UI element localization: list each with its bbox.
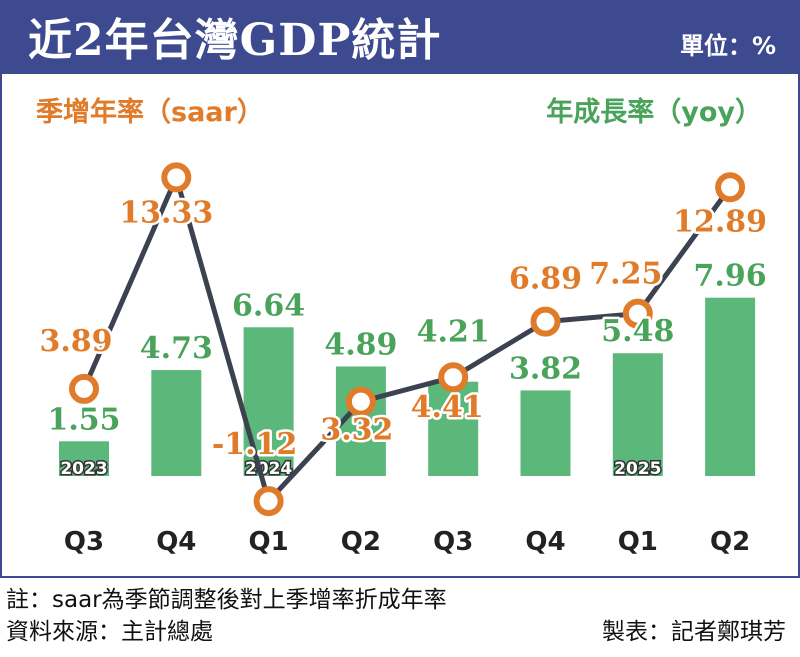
yoy-value-label: 4.89 — [324, 327, 397, 362]
saar-value-label: 12.89 — [673, 204, 767, 239]
saar-point — [438, 362, 469, 393]
saar-line — [81, 174, 733, 504]
saar-point — [161, 162, 192, 193]
category-label: Q3 — [64, 527, 104, 557]
category-label: Q1 — [618, 527, 658, 557]
yoy-value-label: 4.73 — [140, 331, 213, 366]
saar-value-label: 3.89 — [39, 324, 112, 359]
yoy-value-label: 3.82 — [509, 351, 582, 386]
unit-label: 單位：% — [679, 32, 776, 60]
chart-title: 近2年台灣GDP統計 — [28, 15, 442, 66]
legend-saar: 季增年率（saar） — [36, 97, 264, 128]
yoy-bar — [59, 441, 109, 476]
footnote: 註：saar為季節調整後對上季增率折成年率 — [6, 587, 447, 613]
saar-value-label: 3.32 — [320, 413, 393, 448]
saar-point — [69, 373, 99, 404]
yoy-bar — [705, 297, 756, 476]
yoy-value-label: 4.21 — [417, 315, 490, 350]
saar-value-label: 4.41 — [411, 390, 484, 425]
yoy-bar — [428, 381, 479, 476]
source-note: 資料來源：主計總處 — [6, 619, 213, 645]
year-label: 2023 — [60, 459, 107, 479]
saar-value-label: 13.33 — [119, 195, 213, 230]
saar-value-label: 7.25 — [589, 257, 662, 292]
category-label: Q2 — [341, 527, 381, 557]
saar-point — [345, 386, 376, 417]
category-label: Q3 — [433, 527, 473, 557]
category-label: Q4 — [525, 527, 565, 557]
credit-note: 製表：記者鄭琪芳 — [602, 619, 786, 645]
saar-point — [715, 172, 746, 203]
yoy-value-label: 6.64 — [232, 288, 305, 323]
header-bar: 近2年台灣GDP統計 單位：% — [2, 2, 798, 74]
yoy-value-label: 7.96 — [694, 259, 767, 294]
saar-point — [622, 298, 653, 329]
yoy-bar — [612, 353, 663, 476]
saar-value-label: 6.89 — [509, 262, 582, 297]
year-label: 2025 — [614, 459, 661, 479]
yoy-value-label: 5.48 — [601, 314, 674, 349]
category-label: Q4 — [156, 527, 196, 557]
saar-point — [530, 306, 561, 337]
saar-point — [253, 486, 284, 517]
category-label: Q2 — [710, 527, 750, 557]
chart-frame: 近2年台灣GDP統計 單位：% 季增年率（saar） 年成長率（yoy） 202… — [0, 0, 800, 578]
legend-yoy: 年成長率（yoy） — [546, 97, 762, 128]
category-label: Q1 — [248, 527, 288, 557]
saar-value-label: -1.12 — [212, 427, 298, 462]
yoy-bar — [151, 370, 202, 476]
yoy-bar — [520, 390, 571, 476]
yoy-value-label: 1.55 — [47, 402, 120, 437]
